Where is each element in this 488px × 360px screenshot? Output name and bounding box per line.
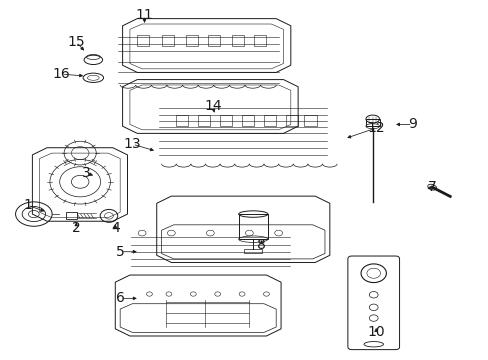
Text: 10: 10 bbox=[366, 325, 384, 339]
Bar bbox=[244, 249, 262, 253]
Text: 14: 14 bbox=[203, 99, 221, 113]
Text: 11: 11 bbox=[135, 8, 153, 22]
Text: 5: 5 bbox=[116, 245, 124, 259]
Text: 8: 8 bbox=[257, 238, 265, 252]
Bar bbox=[65, 212, 77, 220]
Text: 1: 1 bbox=[23, 198, 32, 212]
Text: 12: 12 bbox=[366, 121, 384, 135]
Text: 6: 6 bbox=[116, 291, 124, 305]
Bar bbox=[232, 35, 244, 45]
Bar bbox=[242, 115, 254, 126]
Text: 7: 7 bbox=[427, 180, 436, 194]
Bar bbox=[365, 119, 379, 126]
Bar bbox=[161, 35, 173, 45]
Bar bbox=[285, 115, 298, 126]
Text: 16: 16 bbox=[53, 67, 70, 81]
Bar bbox=[238, 214, 267, 239]
Text: 2: 2 bbox=[72, 221, 81, 235]
Text: 13: 13 bbox=[123, 137, 141, 151]
Bar bbox=[220, 115, 232, 126]
Text: 3: 3 bbox=[81, 166, 90, 180]
Bar bbox=[264, 115, 276, 126]
Text: 15: 15 bbox=[67, 35, 85, 49]
Text: 4: 4 bbox=[111, 221, 120, 235]
Bar bbox=[304, 115, 316, 126]
Text: 9: 9 bbox=[407, 117, 416, 131]
Bar bbox=[207, 35, 220, 45]
Bar bbox=[198, 115, 210, 126]
Bar bbox=[254, 35, 266, 45]
Bar bbox=[185, 35, 198, 45]
Bar bbox=[176, 115, 188, 126]
Bar bbox=[137, 35, 149, 45]
